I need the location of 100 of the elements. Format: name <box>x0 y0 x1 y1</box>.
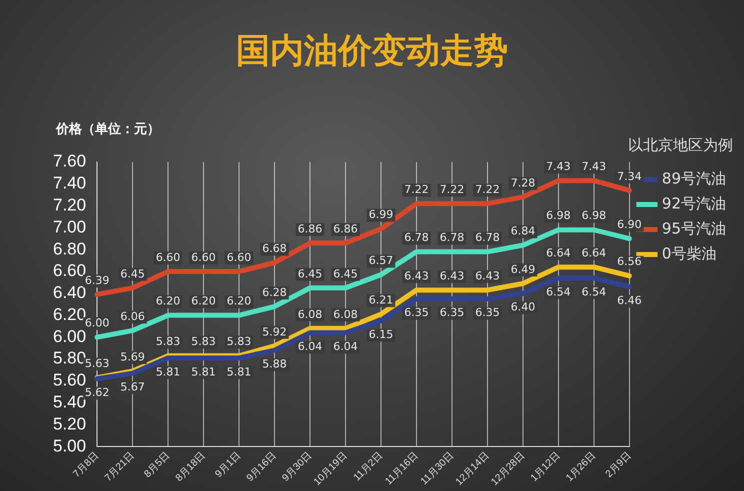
data-label: 6.43 <box>475 269 500 282</box>
data-label: 6.90 <box>617 218 642 231</box>
data-label: 6.45 <box>298 267 322 280</box>
y-tick-label: 5.20 <box>52 414 86 434</box>
data-label: 6.04 <box>298 340 322 354</box>
data-label: 6.43 <box>404 269 429 282</box>
y-tick-label: 6.20 <box>52 304 86 324</box>
data-label: 5.83 <box>191 335 216 348</box>
data-label: 5.92 <box>262 325 287 338</box>
data-label: 5.69 <box>120 350 145 364</box>
y-tick-label: 5.60 <box>52 370 86 390</box>
data-label: 5.81 <box>226 365 252 378</box>
data-label: 6.20 <box>191 294 216 308</box>
data-label: 6.49 <box>510 262 536 276</box>
data-label: 6.78 <box>440 231 464 244</box>
y-tick-label: 7.40 <box>52 174 86 193</box>
data-label: 5.88 <box>262 358 287 371</box>
x-tick-label: 9月1日 <box>213 450 244 480</box>
y-tick-label: 5.80 <box>52 348 86 368</box>
data-label: 6.35 <box>475 306 500 320</box>
y-tick-label: 5.00 <box>52 436 86 456</box>
data-label: 6.46 <box>617 294 642 308</box>
data-label: 6.98 <box>546 209 571 222</box>
data-label: 6.60 <box>156 250 180 264</box>
data-label: 6.54 <box>546 285 571 298</box>
legend-label: 89号汽油 <box>662 169 726 188</box>
data-label: 6.60 <box>226 250 252 264</box>
data-label: 5.81 <box>191 365 216 378</box>
data-label: 7.43 <box>582 160 606 173</box>
data-label: 5.62 <box>84 386 110 400</box>
data-label: 5.83 <box>156 335 180 348</box>
data-label: 6.56 <box>617 255 642 268</box>
y-tick-label: 5.40 <box>52 392 86 412</box>
data-label: 6.78 <box>475 231 500 244</box>
data-label: 6.08 <box>333 308 358 321</box>
legend-label: 92号汽油 <box>662 194 726 212</box>
x-tick-label: 1月26日 <box>564 450 598 484</box>
x-tick-label: 12月28日 <box>489 450 528 488</box>
data-label: 5.63 <box>84 357 110 370</box>
x-tick-label: 7月21日 <box>102 450 137 484</box>
y-tick-label: 6.60 <box>52 261 86 280</box>
data-label: 6.21 <box>368 294 394 307</box>
data-label: 6.00 <box>84 316 110 330</box>
y-tick-label: 6.80 <box>52 239 86 258</box>
data-label: 6.04 <box>333 340 358 354</box>
data-label: 6.60 <box>191 250 216 264</box>
y-tick-label: 7.00 <box>52 217 86 236</box>
data-label: 7.22 <box>475 182 500 196</box>
x-tick-label: 8月18日 <box>174 450 208 484</box>
data-label: 6.06 <box>120 310 145 323</box>
y-tick-label: 7.60 <box>52 152 86 171</box>
x-tick-label: 10月19日 <box>312 450 350 488</box>
data-label: 6.39 <box>84 274 110 287</box>
data-label: 6.20 <box>156 294 180 308</box>
x-tick-label: 11月2日 <box>352 450 386 484</box>
data-label: 6.68 <box>262 242 287 256</box>
data-label: 6.15 <box>368 328 394 342</box>
data-label: 6.84 <box>510 224 536 238</box>
chart-title: 国内油价变动走势 <box>235 30 509 73</box>
data-label: 6.35 <box>440 306 464 320</box>
legend-label: 95号汽油 <box>662 219 726 238</box>
data-label: 6.20 <box>226 294 252 308</box>
data-label: 6.28 <box>262 286 287 299</box>
data-label: 5.81 <box>156 365 180 378</box>
data-label: 7.22 <box>404 182 429 196</box>
y-tick-label: 6.40 <box>52 283 86 302</box>
y-axis-title: 价格（单位：元） <box>56 121 160 138</box>
data-label: 5.67 <box>120 380 145 394</box>
data-label: 7.22 <box>440 182 464 196</box>
y-tick-label: 7.20 <box>52 195 86 214</box>
data-label: 6.45 <box>333 267 358 280</box>
x-tick-label: 9月30日 <box>280 450 314 484</box>
data-label: 6.98 <box>582 209 606 222</box>
x-tick-label: 9月16日 <box>244 450 279 484</box>
data-label: 7.28 <box>510 176 536 190</box>
x-tick-label: 8月5日 <box>142 450 172 480</box>
data-label: 6.35 <box>404 306 429 320</box>
x-tick-label: 1月12日 <box>528 450 562 484</box>
data-label: 6.43 <box>440 269 464 282</box>
data-label: 6.86 <box>298 222 322 236</box>
x-tick-label: 11月30日 <box>418 450 456 488</box>
data-label: 6.64 <box>546 246 571 260</box>
data-label: 6.54 <box>582 285 606 298</box>
data-label: 7.43 <box>546 160 571 173</box>
data-label: 6.57 <box>368 254 394 268</box>
data-label: 6.99 <box>368 208 394 222</box>
x-tick-label: 12月14日 <box>454 450 492 488</box>
data-label: 6.78 <box>404 231 429 244</box>
data-label: 6.64 <box>582 246 606 260</box>
data-label: 6.45 <box>120 267 145 280</box>
data-label: 6.86 <box>333 222 358 236</box>
data-label: 6.40 <box>510 300 536 314</box>
x-tick-label: 2月9日 <box>604 450 634 480</box>
x-tick-label: 11月16日 <box>383 450 421 488</box>
legend-label: 0号柴油 <box>662 244 716 262</box>
legend-title: 以北京地区为例 <box>628 136 733 155</box>
data-label: 7.34 <box>617 170 642 183</box>
data-label: 5.83 <box>226 335 252 348</box>
data-label: 6.08 <box>298 308 322 321</box>
y-tick-label: 6.00 <box>52 326 86 346</box>
